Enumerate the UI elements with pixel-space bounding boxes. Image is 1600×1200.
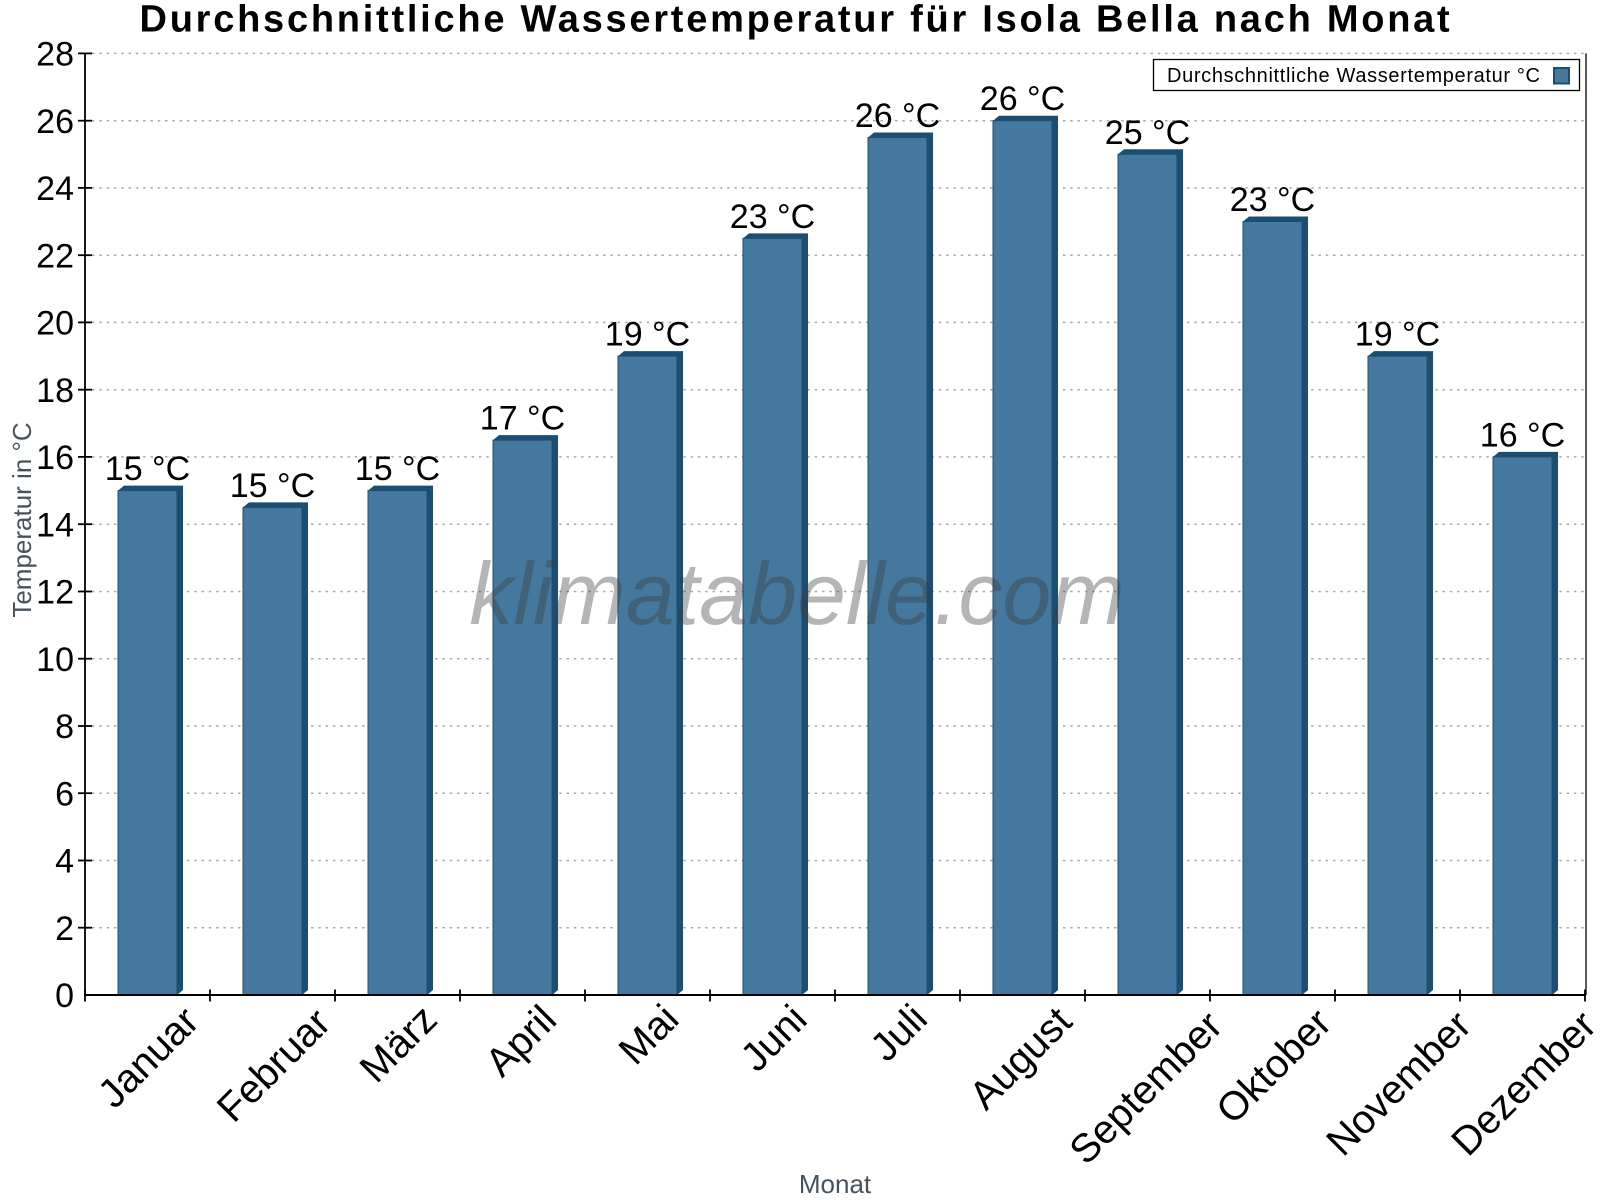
svg-text:16 °C: 16 °C (1480, 416, 1565, 454)
svg-text:28: 28 (36, 36, 74, 74)
svg-text:Durchschnittliche Wassertemper: Durchschnittliche Wassertemperatur °C (1167, 65, 1541, 87)
svg-text:4: 4 (55, 843, 74, 881)
svg-text:Juli: Juli (862, 996, 936, 1070)
svg-text:23 °C: 23 °C (730, 198, 815, 236)
svg-text:18: 18 (36, 372, 74, 410)
svg-text:2: 2 (55, 910, 74, 948)
svg-text:20: 20 (36, 305, 74, 343)
svg-text:10: 10 (36, 641, 74, 679)
svg-text:8: 8 (55, 708, 74, 746)
svg-text:25 °C: 25 °C (1105, 114, 1190, 152)
svg-text:6: 6 (55, 775, 74, 813)
svg-text:Monat: Monat (799, 1169, 872, 1199)
svg-text:Mai: Mai (611, 997, 688, 1074)
svg-text:23 °C: 23 °C (1230, 181, 1315, 219)
svg-text:16: 16 (36, 439, 74, 477)
svg-text:26: 26 (36, 103, 74, 141)
svg-text:24: 24 (36, 170, 74, 208)
svg-text:15 °C: 15 °C (355, 450, 440, 488)
svg-text:September: September (1061, 1003, 1230, 1172)
svg-text:März: März (352, 997, 446, 1091)
svg-text:0: 0 (55, 977, 74, 1015)
svg-text:19 °C: 19 °C (605, 316, 690, 354)
svg-text:Durchschnittliche Wassertemper: Durchschnittliche Wassertemperatur für I… (140, 0, 1453, 41)
svg-text:14: 14 (36, 506, 74, 544)
svg-text:26 °C: 26 °C (855, 97, 940, 135)
svg-text:15 °C: 15 °C (105, 450, 190, 488)
svg-text:Februar: Februar (209, 1000, 339, 1130)
svg-text:26 °C: 26 °C (980, 80, 1065, 118)
svg-text:15 °C: 15 °C (230, 467, 315, 505)
svg-text:17 °C: 17 °C (480, 400, 565, 438)
svg-text:22: 22 (36, 237, 74, 275)
svg-text:19 °C: 19 °C (1355, 316, 1440, 354)
svg-text:Oktober: Oktober (1208, 1001, 1340, 1133)
svg-text:12: 12 (36, 574, 74, 612)
svg-text:Juni: Juni (732, 997, 815, 1080)
svg-text:Januar: Januar (90, 999, 208, 1117)
svg-text:August: August (961, 999, 1080, 1118)
svg-text:April: April (477, 997, 565, 1085)
svg-text:Temperatur in °C: Temperatur in °C (7, 422, 37, 617)
svg-text:klimatabelle.com: klimatabelle.com (469, 544, 1124, 643)
